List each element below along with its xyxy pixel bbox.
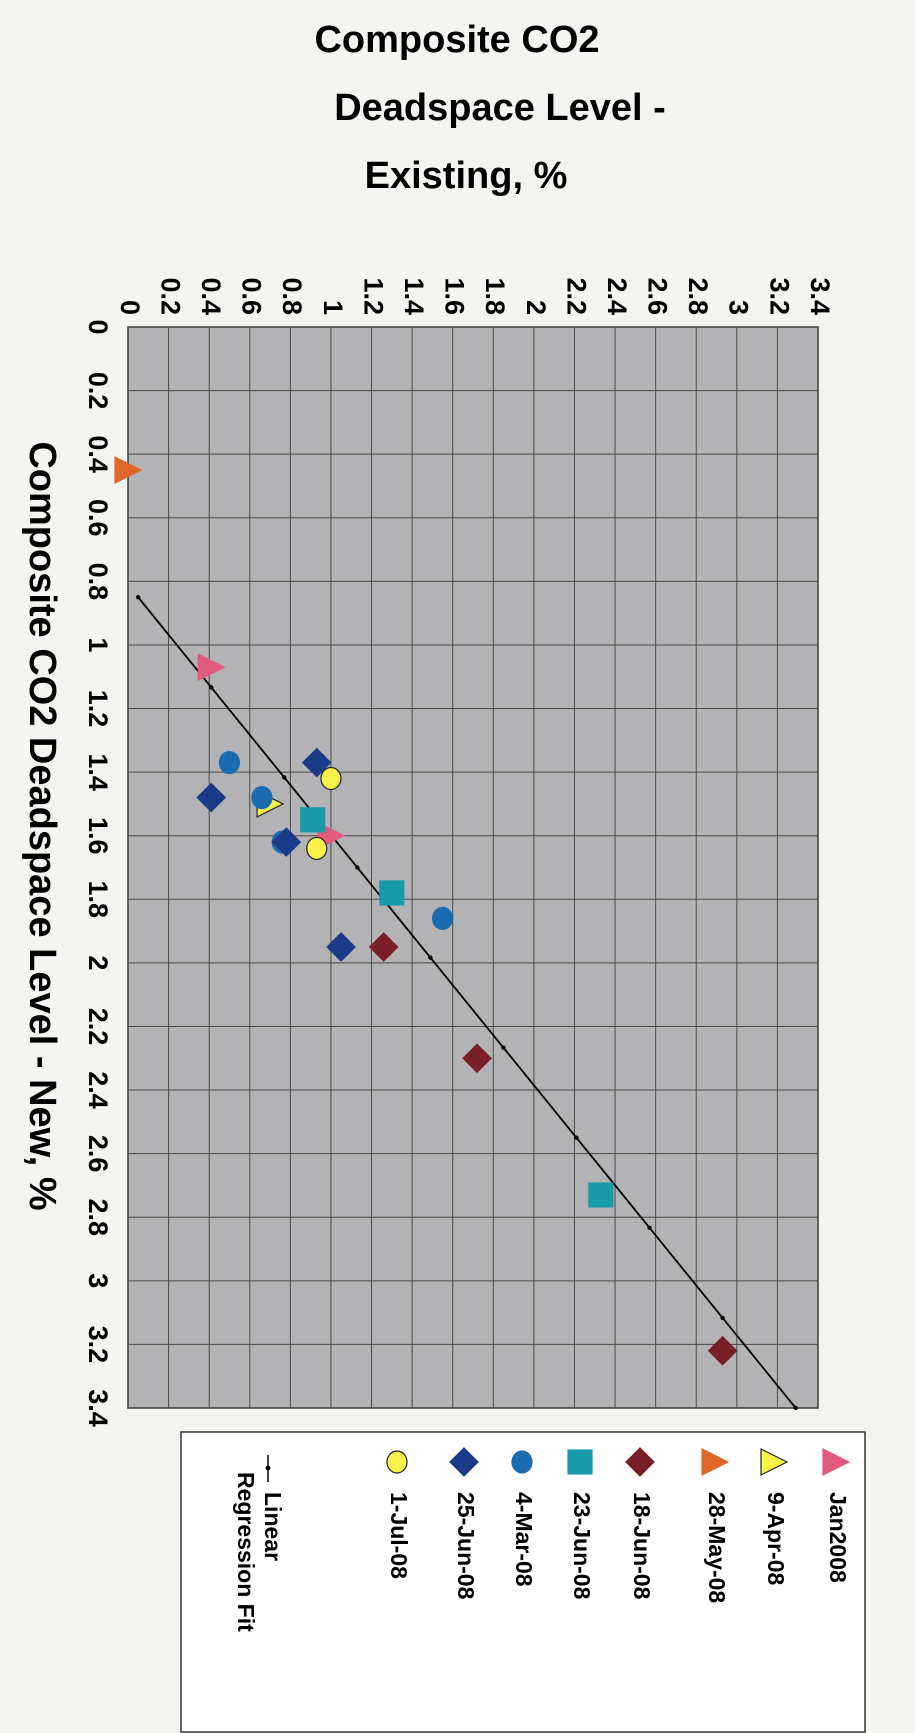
x-tick-label: 2.6 [83,1135,113,1173]
y-tick-label: 2 [521,300,551,315]
x-tick-label: 3 [83,1273,113,1288]
y-tick-label: 0 [115,300,145,315]
data-point [433,907,453,929]
legend-label: Jan2008 [825,1492,851,1583]
legend-fit-dot-icon [266,1466,271,1471]
x-tick-label: 2.4 [83,1071,113,1109]
y-axis-title-line-3: Existing, % [365,155,568,197]
legend-marker [568,1450,592,1474]
data-point [219,752,239,774]
data-point [307,837,327,859]
legend-label: 23-Jun-08 [569,1492,595,1600]
y-tick-label: 1.8 [480,277,510,315]
y-tick-label: 1.4 [399,277,429,315]
x-tick-label: 2.2 [83,1008,113,1046]
y-tick-label: 1 [318,300,348,315]
legend-label: 9-Apr-08 [763,1492,789,1586]
y-tick-label: 0.2 [155,277,185,315]
data-point [321,767,341,789]
y-tick-label: 0.8 [277,277,307,315]
x-tick-label: 0 [83,319,113,334]
legend-label: 18-Jun-08 [629,1492,655,1600]
legend-label-fit-line-2: Regression Fit [233,1472,259,1632]
x-tick-label: 2.8 [83,1198,113,1236]
plot-area: 0 0.2 0.4 0.6 0.8 1 1.2 1.4 1.6 1.8 2 2.2 2.4 2.6 2.8 3… [83,277,835,1426]
x-axis-title: Composite CO2 Deadspace Level - New, % [21,441,63,1210]
y-tick-label: 2.6 [643,277,673,315]
legend: Jan2008 9-Apr-08 28-May-08 18-Jun-08 23-Jun-… [181,1432,865,1732]
legend-marker [387,1451,407,1473]
y-tick-label: 3 [724,300,754,315]
y-tick-label: 0.6 [237,277,267,315]
regression-fit-point [720,1316,724,1320]
y-tick-label: 3.4 [805,277,835,315]
regression-fit-point [282,775,286,779]
x-tick-label: 0.2 [83,372,113,410]
x-tick-label: 3.2 [83,1326,113,1364]
x-tick-label: 0.8 [83,563,113,601]
legend-label: 25-Jun-08 [453,1492,479,1600]
data-point [380,881,404,905]
x-tick-label: 2 [83,955,113,970]
x-tick-label: 1.6 [83,817,113,855]
data-point [252,787,272,809]
y-tick-label: 2.2 [561,277,591,315]
regression-fit-point [574,1136,578,1140]
y-tick-label: 1.6 [440,277,470,315]
y-axis-title-line-2: Deadspace Level - [334,87,666,129]
x-tick-label: 1.2 [83,690,113,728]
legend-label-fit-line-1: Linear [260,1492,286,1561]
regression-fit-point [355,865,359,869]
legend-label: 1-Jul-08 [386,1492,412,1579]
regression-fit-point [136,595,140,599]
legend-label: 4-Mar-08 [511,1492,537,1587]
data-point [589,1183,613,1207]
y-tick-label: 1.2 [358,277,388,315]
regression-fit-point [428,955,432,959]
regression-fit-point [209,685,213,689]
legend-marker [512,1451,532,1473]
regression-fit-point [793,1406,797,1410]
y-tick-label: 2.8 [683,277,713,315]
y-tick-label: 3.2 [764,277,794,315]
x-tick-label: 1.4 [83,753,113,791]
y-tick-label: 2.4 [602,277,632,315]
x-tick-label: 1 [83,637,113,652]
x-tick-label: 0.6 [83,499,113,537]
regression-fit-point [501,1045,505,1049]
regression-fit-point [647,1226,651,1230]
data-point [301,808,325,832]
y-tick-label: 0.4 [196,277,226,315]
legend-label: 28-May-08 [704,1492,730,1603]
x-tick-label: 3.4 [83,1389,113,1427]
x-tick-label: 1.8 [83,881,113,919]
x-tick-label: 0.4 [83,435,113,473]
plot-background [128,327,818,1408]
y-axis-title-line-1: Composite CO2 [314,19,599,61]
